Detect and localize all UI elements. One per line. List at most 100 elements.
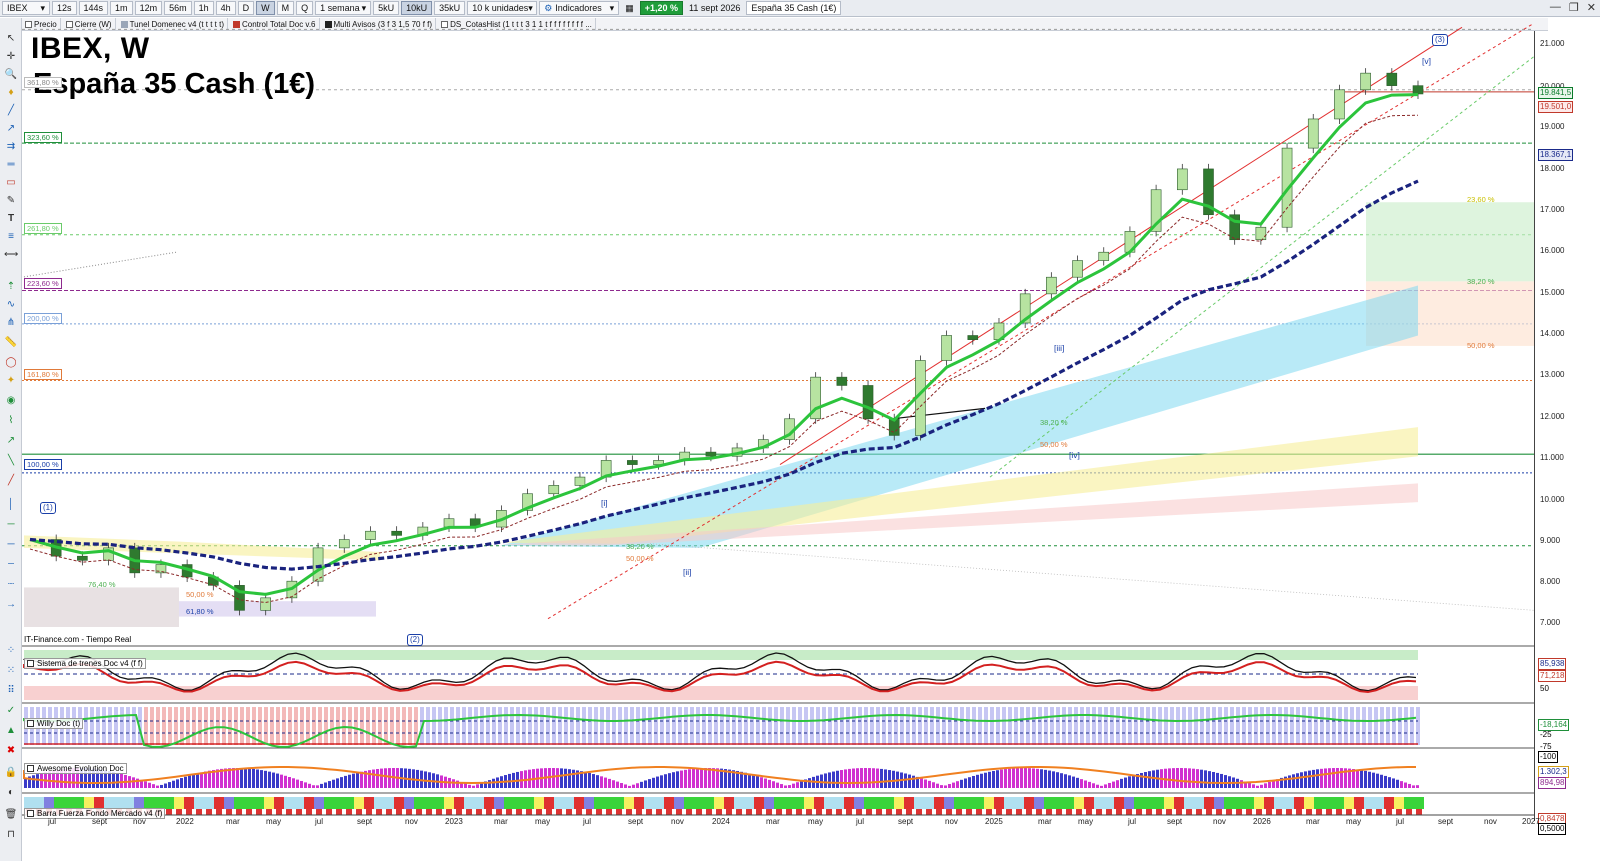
checkbox[interactable] — [27, 720, 34, 727]
barra-block — [1044, 797, 1054, 809]
grid-icon[interactable]: ▦ — [625, 2, 634, 13]
thumbs-up-icon[interactable]: ▲ — [6, 725, 16, 736]
check-icon[interactable]: ✓ — [6, 705, 16, 716]
pitchfork-icon[interactable]: ⋔ — [6, 317, 16, 328]
tf-4h[interactable]: 4h — [215, 1, 236, 15]
chevron-down-icon: ▾ — [528, 2, 533, 13]
ellipse-icon[interactable]: ◯ — [5, 357, 17, 368]
tf-56m[interactable]: 56m — [164, 1, 192, 15]
tf-d[interactable]: D — [237, 1, 255, 15]
tf-12s[interactable]: 12s — [52, 1, 77, 15]
scatter-icon[interactable]: ⁘ — [6, 645, 16, 656]
unit-10ku[interactable]: 10kU — [401, 1, 433, 15]
close-icon[interactable]: ✕ — [1586, 2, 1596, 14]
panel-title-willy[interactable]: Willy Doc (t) — [24, 718, 84, 729]
eye-icon[interactable]: ◐ — [7, 787, 15, 798]
willy-bar — [516, 707, 520, 745]
awesome-bar — [1376, 773, 1379, 788]
tf-m[interactable]: M — [276, 1, 295, 15]
willy-bar — [1074, 707, 1078, 745]
vline-icon[interactable]: │ — [7, 499, 15, 510]
dashline-icon[interactable]: ┄ — [7, 559, 15, 570]
star-icon[interactable]: ✦ — [6, 375, 16, 386]
crosshair-icon[interactable]: ✛ — [6, 51, 16, 62]
tf-1m[interactable]: 1m — [110, 1, 133, 15]
barra-block — [776, 809, 782, 815]
lock-icon[interactable]: 🔒 — [4, 767, 18, 778]
line-icon[interactable]: ╱ — [7, 105, 15, 116]
tf-1h[interactable]: 1h — [193, 1, 214, 15]
tf-144s[interactable]: 144s — [78, 1, 109, 15]
barra-block — [216, 809, 222, 815]
ray-down-icon[interactable]: ╱ — [7, 475, 15, 486]
awesome-bar — [96, 769, 99, 788]
ruler-icon[interactable]: 📏 — [4, 337, 18, 348]
bell-icon[interactable]: ♦ — [8, 87, 14, 98]
unit-select[interactable]: 10 k unidades ▾ — [467, 1, 538, 15]
barra-block — [196, 809, 202, 815]
trendline-icon[interactable]: ↗ — [6, 123, 16, 134]
indicator-item[interactable]: DS_CotasHist (1 t t t 3 1 1 t f f f f f … — [438, 18, 596, 30]
awesome-bar — [152, 784, 155, 788]
measure-icon[interactable]: ⟷ — [4, 249, 19, 260]
pen-icon[interactable]: ✎ — [6, 195, 16, 206]
text-icon[interactable]: T — [7, 213, 15, 224]
circle-icon[interactable]: ◉ — [6, 395, 16, 406]
tf-12m[interactable]: 12m — [134, 1, 163, 15]
indicator-item[interactable]: Tunel Domenec v4 (t t t t t) — [118, 18, 228, 30]
awesome-bar — [1180, 768, 1183, 788]
restore-icon[interactable]: ❐ — [1568, 2, 1579, 14]
panel-title-trenes[interactable]: Sistema de trenes Doc v4 (f f) — [24, 658, 146, 669]
checkbox[interactable] — [65, 20, 73, 28]
indicator-item[interactable]: Multi Avisos (3 f 3 1,5 70 f f) — [322, 18, 437, 30]
panel-title-awesome[interactable]: Awesome Evolution Doc — [24, 763, 127, 774]
indicators-button[interactable]: ⚙ Indicadores ▾ — [539, 1, 620, 15]
unit-35ku[interactable]: 35kU — [434, 1, 466, 15]
indicator-item[interactable]: Control Total Doc v.6 — [230, 18, 320, 30]
hline-blue-icon[interactable]: ─ — [7, 539, 15, 550]
tf-w[interactable]: W — [256, 1, 275, 15]
checkbox[interactable] — [27, 765, 34, 772]
hline-icon[interactable]: ═ — [7, 159, 15, 170]
barra-block — [1384, 797, 1394, 809]
awesome-bar — [988, 771, 991, 788]
minimize-icon[interactable]: — — [1549, 1, 1561, 13]
arrow-up-icon[interactable]: ⇡ — [6, 281, 16, 292]
wave-icon[interactable]: ∿ — [6, 299, 16, 310]
barra-block — [394, 797, 404, 809]
indicator-item[interactable]: Precio — [22, 18, 61, 30]
checkbox[interactable] — [441, 20, 449, 28]
arrow-right-icon[interactable]: → — [6, 599, 16, 610]
awesome-bar — [748, 773, 751, 788]
magnet-icon[interactable]: ⊓ — [7, 829, 15, 840]
panel-title-barra[interactable]: Barra Fuerza Fondo Mercado v4 (f) — [24, 808, 166, 819]
fib-icon[interactable]: ≡ — [8, 231, 14, 242]
tf-q[interactable]: Q — [296, 1, 314, 15]
barra-block — [1316, 809, 1322, 815]
symbol-selector[interactable]: IBEX ▾ — [2, 1, 50, 15]
dotline-icon[interactable]: ┈ — [7, 579, 15, 590]
polyline-icon[interactable]: ⌇ — [8, 415, 14, 426]
segment-icon[interactable]: ╲ — [7, 455, 15, 466]
trash-icon[interactable]: 🗑 — [4, 809, 18, 820]
ray-icon[interactable]: ↗ — [6, 435, 16, 446]
delete-icon[interactable]: ✖ — [6, 745, 16, 756]
period-select[interactable]: 1 semana ▾ — [315, 1, 372, 15]
price-axis — [1534, 31, 1600, 821]
unit-5ku[interactable]: 5kU — [373, 1, 400, 15]
checkbox[interactable] — [27, 810, 34, 817]
channel-icon[interactable]: ⇉ — [6, 141, 16, 152]
rectangle-icon[interactable]: ▭ — [6, 177, 16, 188]
cursor-icon[interactable]: ↖ — [6, 33, 16, 44]
grid-dots-icon[interactable]: ⠿ — [7, 685, 15, 696]
checkbox[interactable] — [27, 660, 34, 667]
awesome-bar — [1064, 774, 1067, 788]
zoom-icon[interactable]: 🔍 — [4, 69, 18, 80]
dots-icon[interactable]: ⁙ — [6, 665, 16, 676]
barra-block — [754, 797, 764, 809]
hline-green-icon[interactable]: ─ — [7, 519, 15, 530]
willy-bar — [1368, 707, 1372, 745]
indicator-item[interactable]: Cierre (W) — [63, 18, 116, 30]
checkbox[interactable] — [25, 20, 32, 28]
